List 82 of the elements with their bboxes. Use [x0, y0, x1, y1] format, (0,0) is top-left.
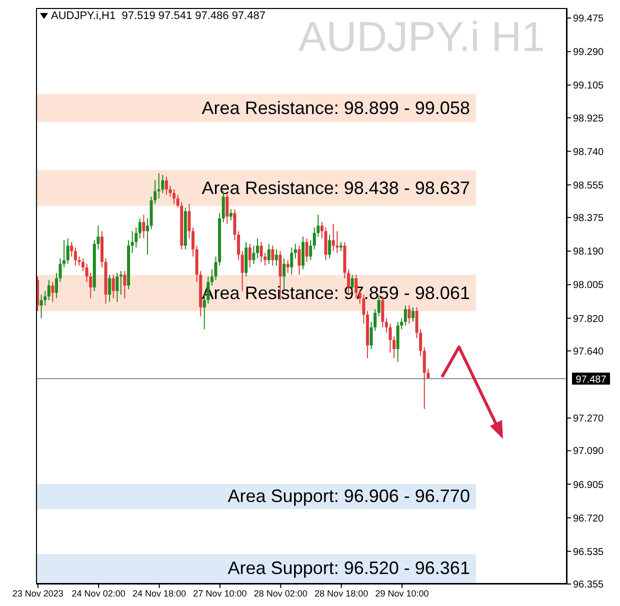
- candlestick: [267, 243, 270, 264]
- candlestick: [226, 192, 229, 224]
- candlestick: [339, 242, 342, 252]
- candlestick: [411, 306, 414, 322]
- candlestick: [74, 246, 77, 266]
- candlestick: [240, 250, 244, 292]
- candlestick: [54, 272, 58, 299]
- x-tick-label: 24 Nov 02:00: [72, 588, 126, 598]
- y-tick-label: 96.720: [573, 513, 604, 524]
- y-tick-label: 99.290: [573, 47, 604, 58]
- candlestick: [112, 274, 115, 299]
- chart-subtitle: AUDJPY.i,H1 97.519 97.541 97.486 97.487: [51, 10, 266, 22]
- candlestick: [274, 248, 278, 266]
- y-tick-label: 96.535: [573, 546, 604, 558]
- y-tick-label: 96.355: [573, 580, 604, 591]
- y-tick-label: 97.820: [573, 314, 604, 325]
- candlestick: [286, 260, 290, 274]
- candlestick: [192, 227, 195, 258]
- candlestick: [233, 208, 236, 241]
- x-tick-label: 23 Nov 2023: [12, 588, 64, 598]
- candlestick: [248, 243, 252, 268]
- candlestick: [404, 305, 407, 326]
- candlestick: [210, 268, 214, 286]
- x-tick-label: 27 Nov 10:00: [193, 588, 247, 598]
- candlestick: [302, 236, 304, 270]
- candlestick: [324, 227, 328, 261]
- x-tick-label: 29 Nov 10:00: [375, 588, 429, 598]
- candlestick: [51, 281, 54, 302]
- y-tick-label: 96.905: [573, 480, 604, 491]
- candlestick: [40, 294, 43, 319]
- candlestick: [229, 208, 232, 221]
- candlestick: [298, 245, 301, 276]
- candlestick: [123, 270, 126, 299]
- y-tick-label: 99.475: [573, 14, 604, 25]
- candlestick: [116, 272, 119, 302]
- x-tick-label: 28 Nov 18:00: [314, 588, 368, 598]
- candlestick: [70, 242, 74, 258]
- candlestick: [422, 346, 426, 410]
- y-tick-label: 98.925: [573, 113, 604, 124]
- candlestick: [237, 230, 240, 261]
- candlestick: [146, 218, 149, 256]
- y-tick-label: 98.555: [573, 180, 604, 192]
- x-tick-label: 24 Nov 18:00: [132, 588, 186, 598]
- candlestick: [256, 238, 259, 259]
- candlestick: [82, 258, 85, 272]
- band-label: Area Support: 96.906 - 96.770: [228, 486, 470, 506]
- y-tick-label: 97.090: [573, 446, 604, 458]
- candlestick: [294, 243, 297, 259]
- ref-line-label: 97.487: [576, 374, 607, 386]
- y-tick-label: 99.105: [573, 80, 604, 92]
- candlestick: [108, 274, 112, 302]
- candlestick: [328, 234, 332, 259]
- candlestick: [271, 245, 274, 266]
- candlestick: [172, 188, 176, 204]
- y-tick-label: 97.640: [573, 346, 604, 358]
- candlestick: [188, 203, 191, 239]
- y-tick-label: 98.005: [573, 280, 604, 292]
- candlestick: [305, 238, 308, 262]
- candlestick: [252, 245, 256, 264]
- candlestick: [130, 230, 134, 254]
- candlestick: [164, 176, 168, 196]
- candlestick: [66, 238, 70, 264]
- band-label: Area Resistance: 98.899 - 99.058: [202, 98, 470, 118]
- candlestick: [47, 280, 50, 301]
- candlestick: [138, 218, 142, 239]
- band-label: Area Resistance: 98.438 - 98.637: [202, 178, 470, 198]
- candlestick: [309, 240, 312, 261]
- y-tick-label: 98.740: [573, 146, 604, 158]
- candlestick: [392, 336, 396, 359]
- candlestick: [119, 270, 122, 296]
- candlestick: [142, 214, 146, 239]
- candlestick: [320, 222, 324, 239]
- candlestick: [408, 305, 411, 324]
- candlestick: [290, 246, 294, 276]
- candlestick: [396, 321, 400, 362]
- candlestick: [332, 223, 335, 252]
- y-tick-label: 98.190: [573, 246, 604, 258]
- y-tick-label: 97.270: [573, 414, 604, 425]
- x-tick-label: 28 Nov 02:00: [254, 588, 308, 598]
- candlestick: [260, 242, 263, 262]
- y-tick-label: 98.375: [573, 213, 604, 224]
- band-label: Area Support: 96.520 - 96.361: [228, 558, 470, 578]
